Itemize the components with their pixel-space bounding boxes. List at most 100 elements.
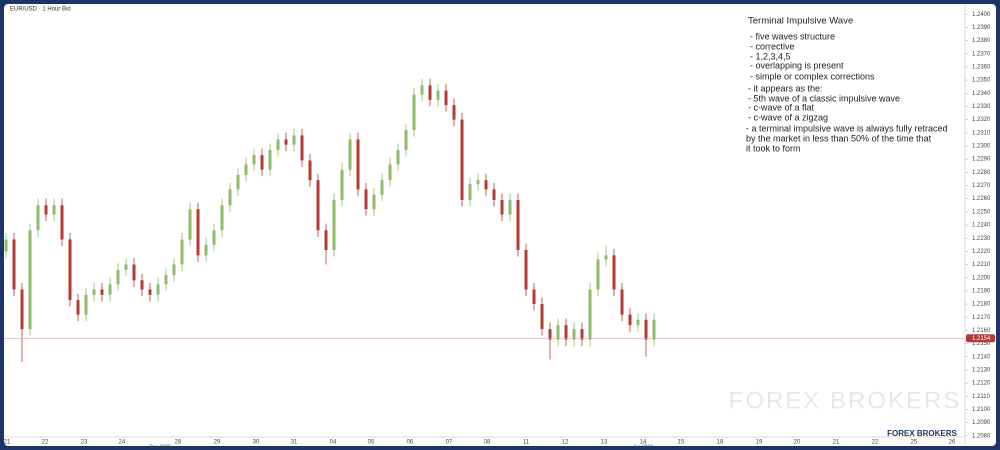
candle-body: [180, 239, 184, 265]
candle-body: [612, 255, 616, 290]
candle-body: [588, 289, 592, 340]
annotation-line: - c-wave of a zigzag: [748, 112, 828, 122]
candle-body: [636, 319, 640, 326]
y-tick-label: 1.2180: [972, 302, 991, 308]
candle-body: [628, 314, 632, 326]
candle-body: [516, 199, 520, 251]
x-tick-label: 15: [678, 440, 685, 446]
y-tick-label: 1.2370: [972, 51, 991, 57]
y-tick-label: 1.2290: [972, 157, 991, 163]
symbol-title: EUR/USD · 1 Hour Bid: [10, 7, 71, 13]
x-tick-label: 05: [368, 440, 375, 446]
watermark: FOREX BROKERS: [729, 387, 962, 414]
x-tick-label: 29: [214, 440, 221, 446]
y-tick-label: 1.2110: [972, 394, 991, 400]
x-tick-label: 19: [756, 440, 763, 446]
candle-body: [292, 135, 296, 145]
month-label: Dec 2020: [149, 444, 171, 450]
annotation-line: - 5th wave of a classic impulsive wave: [748, 93, 900, 103]
candle-body: [252, 155, 256, 165]
candle-body: [404, 130, 408, 150]
candle-body: [108, 284, 112, 295]
candle-body: [44, 205, 48, 215]
annotation-line: - it appears as the:: [748, 83, 823, 93]
candle-body: [164, 275, 168, 285]
candle-body: [340, 169, 344, 200]
candle-body: [228, 189, 232, 206]
candle-body: [284, 139, 288, 145]
candle-body: [156, 284, 160, 295]
y-tick-label: 1.2140: [972, 354, 991, 360]
annotation-line: - c-wave of a flat: [748, 102, 815, 112]
y-tick-label: 1.2170: [972, 315, 991, 321]
y-tick-label: 1.2310: [972, 130, 991, 136]
candle-body: [236, 174, 240, 190]
y-tick-label: 1.2330: [972, 104, 991, 110]
x-tick-label: 30: [253, 440, 260, 446]
candle-body: [20, 289, 24, 330]
x-tick-label: 22: [42, 440, 49, 446]
annotation-line: - simple or complex corrections: [750, 71, 875, 81]
candle-body: [212, 230, 216, 245]
candle-body: [132, 264, 136, 281]
x-tick-label: 13: [601, 440, 608, 446]
annotation-line: - overlapping is present: [750, 60, 844, 70]
candle-body: [300, 135, 304, 161]
annotation-line: it took to form: [746, 143, 801, 153]
y-tick-label: 1.2380: [972, 38, 991, 44]
y-tick-label: 1.2150: [972, 341, 991, 347]
candle-body: [308, 160, 312, 181]
candle-body: [316, 180, 320, 231]
candle-body: [84, 294, 88, 315]
x-tick-label: 08: [484, 440, 491, 446]
x-tick-label: 04: [330, 440, 337, 446]
y-tick-label: 1.2360: [972, 64, 991, 70]
price-axis: 1.2400 1.2390 1.2380 1.2370 1.2360 1.2350 1.23…: [965, 12, 991, 439]
y-tick-label: 1.2130: [972, 367, 991, 373]
candle-body: [332, 199, 336, 251]
x-tick-label: 26: [949, 440, 956, 446]
month-label: Jan 2021: [633, 444, 654, 450]
x-tick-label: 22: [872, 440, 879, 446]
candle-body: [100, 289, 104, 295]
y-tick-label: 1.2390: [972, 25, 991, 31]
x-tick-label: 14: [640, 440, 647, 446]
candle-body: [52, 205, 56, 215]
candle-body: [68, 239, 72, 301]
candle-body: [148, 289, 152, 295]
candle-body: [644, 319, 648, 340]
x-tick-label: 21: [833, 440, 840, 446]
candle-body: [476, 180, 480, 185]
candle-body: [532, 289, 536, 305]
candle-body: [348, 139, 352, 170]
candle-body: [196, 209, 200, 256]
candle-body: [572, 329, 576, 340]
candle-body: [564, 325, 568, 340]
x-tick-label: 20: [794, 440, 801, 446]
candles: 1.2154: [4, 78, 995, 363]
y-tick-label: 1.2210: [972, 262, 991, 268]
candle-body: [172, 264, 176, 276]
y-tick-label: 1.2220: [972, 249, 991, 255]
annotation-line: by the market in less than 50% of the ti…: [746, 133, 932, 143]
x-tick-label: 31: [291, 440, 298, 446]
candle-body: [444, 90, 448, 106]
candle-body: [260, 155, 264, 170]
candle-body: [388, 164, 392, 181]
candle-body: [124, 264, 128, 270]
candle-body: [188, 209, 192, 240]
candle-body: [620, 289, 624, 315]
candle-body: [36, 205, 40, 231]
y-tick-label: 1.2340: [972, 91, 991, 97]
candle-body: [604, 255, 608, 260]
candle-body: [76, 300, 80, 315]
candle-body: [492, 189, 496, 200]
annotation-title: Terminal Impulsive Wave: [748, 16, 853, 27]
candle-body: [556, 325, 560, 340]
y-tick-label: 1.2350: [972, 78, 991, 84]
y-tick-label: 1.2100: [972, 407, 991, 413]
candle-body: [116, 269, 120, 285]
candle-body: [60, 205, 64, 240]
candle-body: [508, 199, 512, 215]
x-tick-label: 07: [446, 440, 453, 446]
